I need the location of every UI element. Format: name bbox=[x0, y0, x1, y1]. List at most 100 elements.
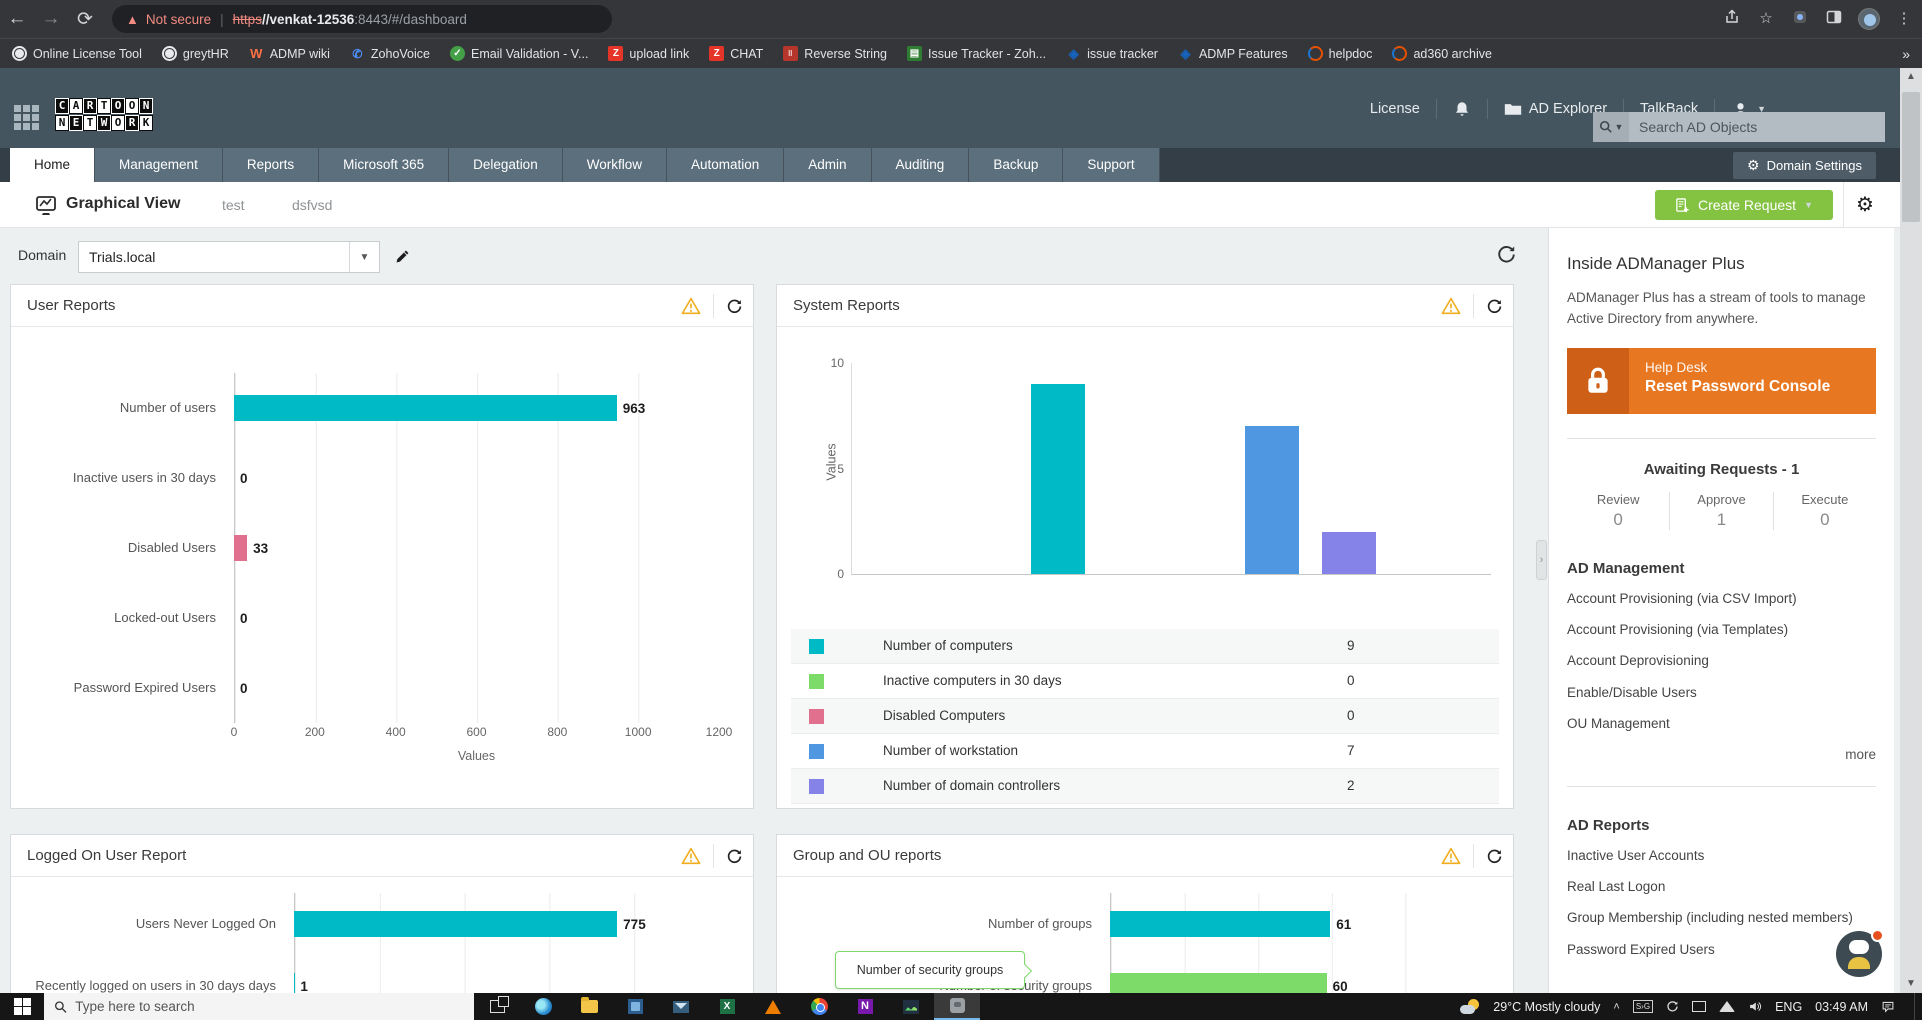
awaiting-review[interactable]: Review 0 bbox=[1567, 492, 1669, 530]
ime-badge-icon[interactable]: S›G bbox=[1632, 1000, 1654, 1013]
bar[interactable] bbox=[1110, 973, 1327, 993]
not-secure-label[interactable]: Not secure bbox=[145, 11, 212, 27]
bar-number-of-workstation[interactable] bbox=[1244, 426, 1300, 574]
tab-management[interactable]: Management bbox=[95, 148, 223, 182]
tab-home[interactable]: Home bbox=[10, 148, 96, 182]
analytics-icon[interactable] bbox=[888, 993, 934, 1020]
console-app-icon[interactable] bbox=[934, 993, 980, 1020]
show-desktop-strip[interactable] bbox=[1914, 993, 1918, 1020]
page-scrollbar[interactable]: ▲ ▼ bbox=[1900, 68, 1922, 993]
ad-explorer-link[interactable]: AD Explorer bbox=[1488, 101, 1623, 117]
warning-icon[interactable] bbox=[1441, 847, 1461, 865]
browser-avatar[interactable] bbox=[1858, 8, 1880, 30]
license-link[interactable]: License bbox=[1369, 101, 1420, 117]
awaiting-execute[interactable]: Execute 0 bbox=[1772, 491, 1876, 530]
search-input[interactable] bbox=[1629, 112, 1885, 142]
bookmark-email-validation-v[interactable]: ✓ Email Validation - V... bbox=[450, 46, 588, 61]
domain-select[interactable]: Trials.local ▼ bbox=[78, 241, 380, 273]
tab-workflow[interactable]: Workflow bbox=[562, 148, 667, 182]
bar[interactable] bbox=[234, 395, 617, 421]
language-indicator[interactable]: ENG bbox=[1775, 999, 1803, 1014]
sidebar-link-account-provisioning-via-csv-import[interactable]: Account Provisioning (via CSV Import) bbox=[1567, 590, 1797, 606]
bookmark-ad360-archive[interactable]: ad360 archive bbox=[1392, 46, 1492, 61]
sidebar-link-account-deprovisioning[interactable]: Account Deprovisioning bbox=[1567, 653, 1709, 669]
bookmark-chat[interactable]: Z CHAT bbox=[709, 46, 763, 61]
forward-icon[interactable]: → bbox=[41, 8, 61, 29]
bookmark-helpdoc[interactable]: helpdoc bbox=[1307, 46, 1372, 61]
taskbar-search[interactable] bbox=[44, 993, 474, 1020]
weather-text[interactable]: 29°C Mostly cloudy bbox=[1493, 999, 1601, 1014]
task-view-icon[interactable] bbox=[474, 993, 520, 1020]
start-button[interactable] bbox=[0, 993, 44, 1020]
bar-number-of-computers[interactable] bbox=[1030, 384, 1086, 574]
clock[interactable]: 03:49 AM bbox=[1815, 999, 1868, 1014]
dashboard-refresh-icon[interactable] bbox=[1496, 244, 1517, 270]
bookmarks-overflow-icon[interactable]: » bbox=[1902, 45, 1910, 62]
back-icon[interactable]: ← bbox=[7, 8, 27, 29]
share-icon[interactable] bbox=[1722, 9, 1742, 29]
sidebar-collapse-handle[interactable]: › bbox=[1536, 540, 1547, 580]
bookmark-greythr[interactable]: greytHR bbox=[161, 46, 229, 61]
tab-delegation[interactable]: Delegation bbox=[449, 148, 563, 182]
search-scope-icon[interactable]: ▼ bbox=[1593, 112, 1629, 142]
bar[interactable] bbox=[1110, 911, 1331, 937]
action-center-icon[interactable] bbox=[1881, 1000, 1895, 1013]
bar-number-of-domain-controllers[interactable] bbox=[1321, 531, 1376, 574]
mail-icon[interactable] bbox=[658, 993, 704, 1020]
excel-icon[interactable]: X bbox=[704, 993, 750, 1020]
sidebar-link-group-membership-including-nested-members[interactable]: Group Membership (including nested membe… bbox=[1567, 910, 1853, 926]
sidebar-link-real-last-logon[interactable]: Real Last Logon bbox=[1567, 879, 1666, 895]
legend-row-disabled-computers[interactable]: Disabled Computers 0 bbox=[791, 699, 1499, 734]
tab-layout-icon[interactable] bbox=[1824, 9, 1844, 29]
tab-automation[interactable]: Automation bbox=[666, 148, 785, 182]
legend-row-number-of-domain-controllers[interactable]: Number of domain controllers 2 bbox=[791, 769, 1499, 804]
tab-support[interactable]: Support bbox=[1063, 148, 1160, 182]
volume-icon[interactable] bbox=[1748, 1000, 1762, 1013]
edge-icon[interactable] bbox=[520, 993, 566, 1020]
graphical-view-tab[interactable]: Graphical View bbox=[66, 195, 181, 212]
display-tray-icon[interactable] bbox=[1692, 1001, 1707, 1012]
warning-icon[interactable] bbox=[681, 847, 701, 865]
sidebar-link-enable-disable-users[interactable]: Enable/Disable Users bbox=[1567, 684, 1697, 700]
tab-microsoft-365[interactable]: Microsoft 365 bbox=[319, 148, 450, 182]
sidebar-link-ou-management[interactable]: OU Management bbox=[1567, 715, 1670, 731]
taskbar-search-input[interactable] bbox=[75, 999, 464, 1014]
bookmark-issue-tracker-zoh[interactable]: ▤ Issue Tracker - Zoh... bbox=[906, 46, 1046, 61]
legend-row-number-of-computers[interactable]: Number of computers 9 bbox=[791, 629, 1499, 664]
browser-menu-icon[interactable]: ⋮ bbox=[1896, 10, 1912, 27]
file-explorer-icon[interactable] bbox=[566, 993, 612, 1020]
chrome-icon[interactable] bbox=[796, 993, 842, 1020]
vlc-icon[interactable] bbox=[750, 993, 796, 1020]
notifications-bell-icon[interactable] bbox=[1437, 100, 1487, 118]
scroll-down-icon[interactable]: ▼ bbox=[1906, 978, 1916, 989]
chat-widget-button[interactable] bbox=[1836, 929, 1884, 977]
tab-reports[interactable]: Reports bbox=[222, 148, 320, 182]
bookmark-star-icon[interactable]: ☆ bbox=[1759, 10, 1773, 27]
tab-auditing[interactable]: Auditing bbox=[871, 148, 970, 182]
sidebar-link-password-expired-users[interactable]: Password Expired Users bbox=[1567, 941, 1715, 957]
scroll-up-icon[interactable]: ▲ bbox=[1906, 71, 1916, 82]
sync-tray-icon[interactable] bbox=[1666, 1000, 1679, 1013]
view-tab-test[interactable]: test bbox=[222, 197, 245, 213]
view-tab-dsfvsd[interactable]: dsfvsd bbox=[292, 197, 333, 213]
refresh-icon[interactable] bbox=[1486, 848, 1503, 865]
tab-backup[interactable]: Backup bbox=[969, 148, 1064, 182]
more-link[interactable]: more bbox=[1845, 746, 1876, 762]
legend-row-number-of-workstation[interactable]: Number of workstation 7 bbox=[791, 734, 1499, 769]
domain-settings-button[interactable]: ⚙ Domain Settings bbox=[1733, 152, 1876, 179]
photos-icon[interactable] bbox=[612, 993, 658, 1020]
warning-icon[interactable] bbox=[1441, 297, 1461, 315]
legend-row-inactive-computers-in-30-days[interactable]: Inactive computers in 30 days 0 bbox=[791, 664, 1499, 699]
sidebar-link-account-provisioning-via-templates[interactable]: Account Provisioning (via Templates) bbox=[1567, 622, 1789, 638]
create-request-button[interactable]: Create Request ▼ bbox=[1655, 190, 1833, 220]
edit-domain-pencil-icon[interactable] bbox=[394, 248, 411, 270]
bookmark-admp-wiki[interactable]: W ADMP wiki bbox=[249, 46, 330, 61]
bar[interactable] bbox=[294, 911, 618, 937]
sidebar-link-inactive-user-accounts[interactable]: Inactive User Accounts bbox=[1567, 847, 1705, 863]
wifi-icon[interactable] bbox=[1719, 1001, 1736, 1012]
bookmark-issue-tracker[interactable]: ◈ issue tracker bbox=[1066, 46, 1158, 61]
bookmark-online-license-tool[interactable]: Online License Tool bbox=[12, 46, 142, 61]
scrollbar-thumb[interactable] bbox=[1902, 92, 1920, 222]
extension-icon[interactable] bbox=[1790, 9, 1810, 29]
